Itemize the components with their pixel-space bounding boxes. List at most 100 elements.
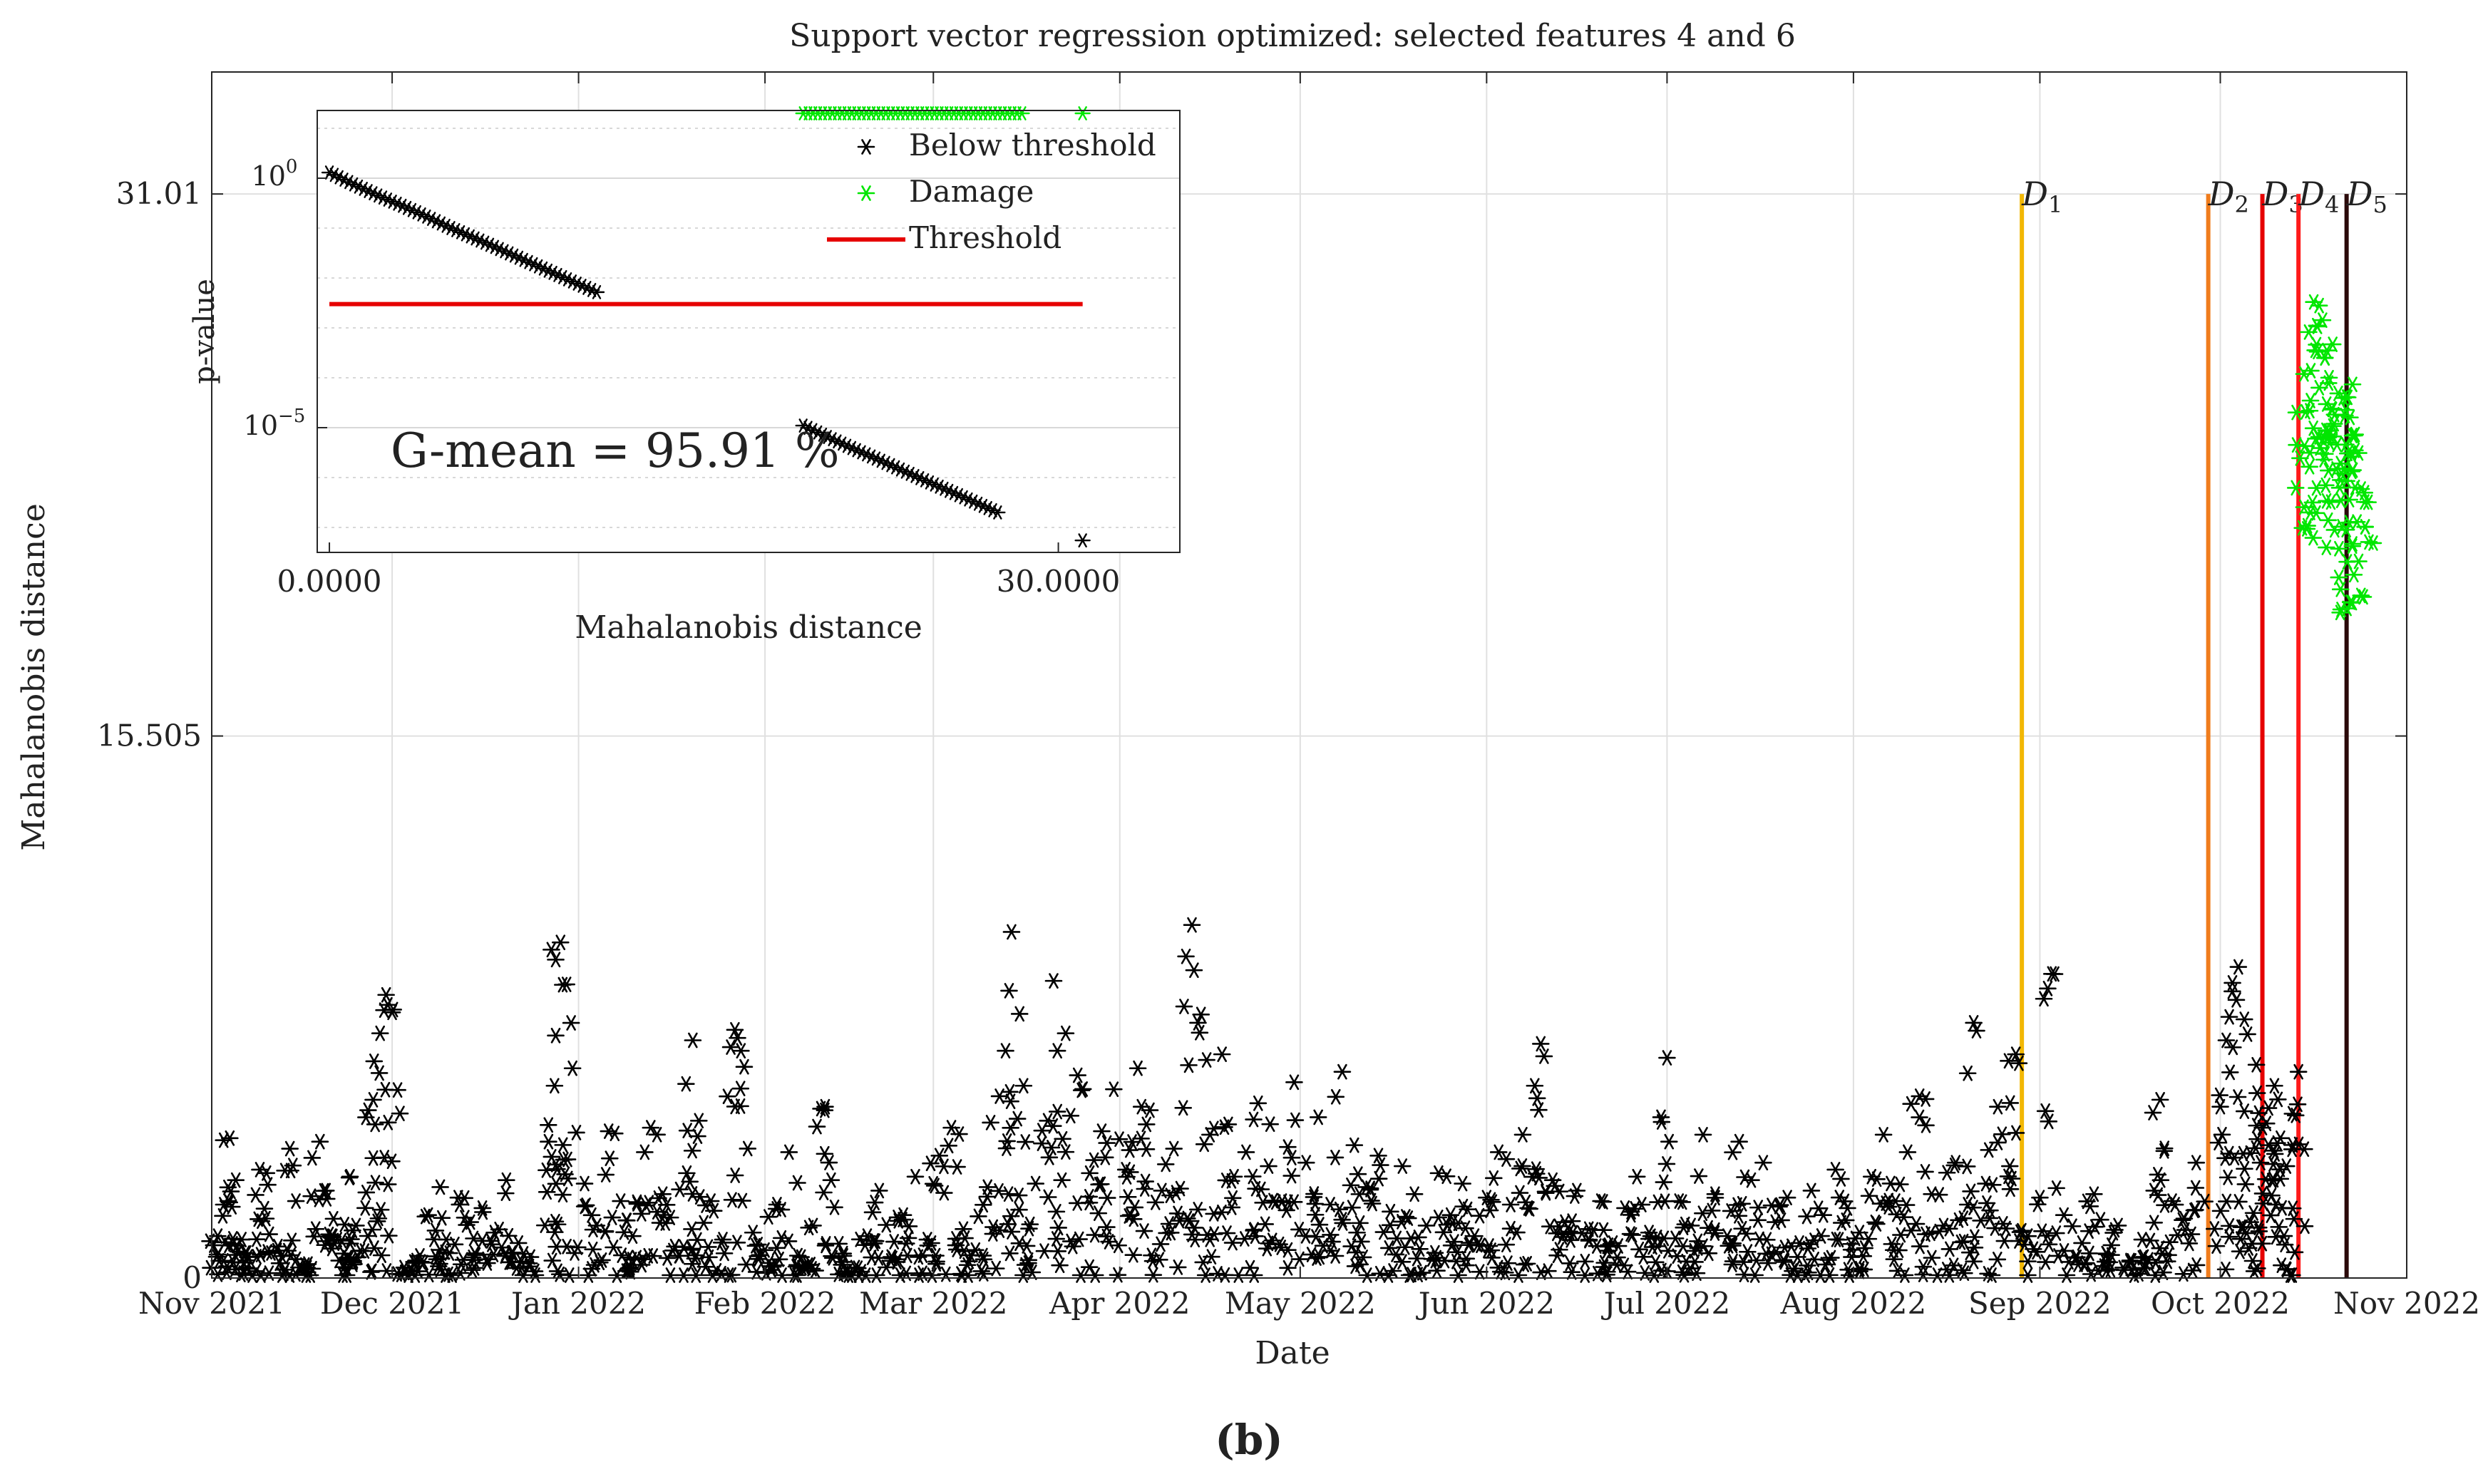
main-x-tick-label: Dec 2021: [320, 1286, 464, 1321]
data-point: [1842, 1236, 1860, 1252]
data-point: [1647, 1254, 1665, 1270]
data-point: [935, 1158, 953, 1175]
data-point: [1180, 1213, 1198, 1229]
data-point: [1119, 1208, 1138, 1224]
data-point: [463, 1262, 481, 1278]
data-point: [1700, 1245, 1718, 1262]
data-point: [2271, 1130, 2290, 1146]
data-point: [1229, 1267, 1248, 1283]
data-point: [987, 1260, 1005, 1277]
data-point: [1136, 1173, 1155, 1190]
data-point: [1511, 1160, 1529, 1177]
data-point: [1772, 1212, 1790, 1228]
data-point: [2269, 1091, 2287, 1108]
data-point: [2235, 1103, 2253, 1119]
data-point: [1860, 1187, 1878, 1204]
data-point: [2151, 1092, 2169, 1108]
data-point: [684, 1032, 702, 1048]
data-point: [1023, 1264, 1042, 1280]
data-point: [670, 1247, 689, 1264]
data-point: [380, 1227, 398, 1244]
data-point: [465, 1230, 483, 1247]
data-point: [1575, 1267, 1594, 1283]
damage-data-point: [2345, 428, 2363, 443]
data-point: [2281, 1267, 2299, 1283]
data-point: [739, 1140, 757, 1157]
data-point: [281, 1140, 299, 1157]
data-point: [678, 1165, 696, 1181]
data-point: [498, 1172, 515, 1188]
data-point: [215, 1132, 233, 1148]
data-point: [2207, 1238, 2226, 1254]
data-point: [732, 1043, 750, 1059]
data-point: [1175, 999, 1193, 1014]
data-point: [1372, 1157, 1389, 1173]
data-point: [1027, 1175, 1044, 1192]
data-point: [2080, 1223, 2098, 1240]
data-point: [584, 1241, 602, 1257]
data-point: [310, 1191, 328, 1207]
data-point: [687, 1267, 705, 1283]
data-point: [376, 1081, 394, 1098]
data-point: [2174, 1212, 2191, 1228]
data-point: [1047, 1204, 1066, 1220]
data-point: [1580, 1232, 1598, 1249]
data-point: [1940, 1241, 1959, 1257]
data-point: [371, 1025, 389, 1041]
damage-data-point: [2359, 494, 2377, 510]
data-point: [870, 1182, 888, 1199]
data-point: [1307, 1229, 1325, 1245]
data-point: [1048, 1043, 1066, 1059]
data-point: [1774, 1252, 1793, 1268]
data-point: [1310, 1217, 1329, 1233]
data-point: [1306, 1207, 1325, 1223]
data-point: [490, 1221, 508, 1237]
data-point: [1911, 1109, 1928, 1125]
damage-data-point: [2298, 521, 2316, 537]
damage-data-point: [2296, 438, 2313, 454]
data-point: [337, 1267, 356, 1283]
data-point: [1218, 1225, 1236, 1241]
data-point: [366, 1175, 384, 1191]
damage-data-point: [2301, 393, 2320, 408]
data-point: [1098, 1219, 1116, 1235]
data-point: [1183, 1227, 1201, 1242]
data-point: [2248, 1131, 2266, 1147]
data-point: [1285, 1074, 1303, 1091]
data-point: [1821, 1267, 1839, 1283]
data-point: [1261, 1116, 1279, 1133]
data-point: [372, 1247, 391, 1263]
data-point: [1089, 1205, 1108, 1222]
data-point: [1968, 1023, 1985, 1039]
data-point: [678, 1123, 696, 1139]
data-point: [560, 1267, 579, 1283]
data-point: [1297, 1155, 1315, 1171]
data-point: [1799, 1257, 1816, 1274]
data-point: [737, 1257, 756, 1272]
data-point: [1459, 1201, 1476, 1217]
data-point: [605, 1240, 622, 1255]
data-point: [1279, 1242, 1297, 1258]
data-point: [715, 1245, 734, 1262]
data-point: [1158, 1225, 1176, 1241]
data-point: [1409, 1230, 1427, 1245]
data-point: [2266, 1078, 2283, 1094]
data-point: [1080, 1195, 1099, 1211]
data-point: [1121, 1142, 1139, 1158]
data-point: [956, 1230, 974, 1246]
inset-y-axis-label: p-value: [188, 279, 221, 384]
main-x-tick-label: Jan 2022: [508, 1286, 646, 1321]
data-point: [1137, 1116, 1156, 1133]
data-point: [699, 1239, 717, 1255]
data-point: [1742, 1172, 1760, 1188]
damage-data-point: [2318, 493, 2335, 509]
data-point: [1049, 1220, 1067, 1236]
data-point: [1536, 1183, 1555, 1200]
data-point: [1129, 1060, 1147, 1076]
main-x-tick-label: Oct 2022: [2151, 1286, 2290, 1321]
data-point: [1884, 1242, 1903, 1258]
data-point: [1896, 1267, 1914, 1283]
data-point: [1958, 1158, 1976, 1175]
data-point: [1441, 1207, 1460, 1223]
data-point: [1286, 1112, 1305, 1128]
